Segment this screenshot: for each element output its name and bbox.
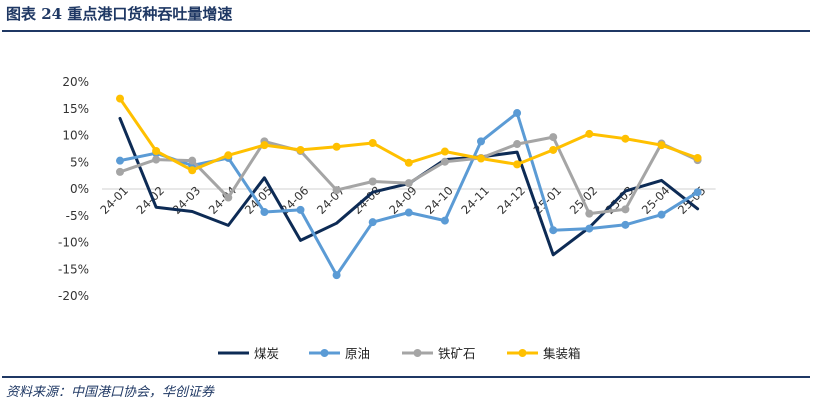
data-point [116, 167, 124, 176]
data-point [188, 166, 197, 175]
data-point [657, 141, 666, 150]
y-tick-label: 0% [70, 182, 89, 196]
x-tick-label: 24-01 [97, 183, 131, 217]
data-point [621, 134, 630, 143]
x-tick-label: 24-11 [458, 183, 492, 217]
data-point [585, 224, 594, 233]
data-point [693, 153, 702, 162]
data-point [621, 220, 630, 229]
data-point [260, 141, 269, 150]
legend-item: 煤炭 [218, 346, 279, 361]
data-point [477, 154, 485, 163]
data-point [693, 188, 702, 197]
y-tick-label: -15% [58, 262, 89, 276]
legend: 煤炭 原油 铁矿石 集装箱 [218, 346, 581, 361]
data-point [477, 137, 485, 146]
x-tick-label: 24-08 [350, 183, 384, 217]
legend-swatch-marker [320, 349, 329, 357]
data-point [188, 156, 197, 165]
data-point [152, 155, 161, 164]
y-tick-label: -20% [58, 289, 89, 303]
figure-title: 图表 24 重点港口货种吞吐量增速 [6, 5, 233, 23]
bottom-rule [2, 376, 810, 378]
data-point [585, 129, 594, 138]
data-point [404, 208, 413, 217]
data-point [368, 177, 377, 186]
data-point [585, 209, 594, 218]
data-point [440, 157, 449, 166]
legend-label: 煤炭 [254, 346, 279, 361]
data-point [549, 133, 558, 142]
data-point [440, 216, 449, 225]
data-point [116, 94, 124, 103]
data-point [332, 142, 341, 151]
y-tick-label: 20% [62, 75, 89, 89]
x-tick-label: 24-12 [495, 183, 529, 217]
data-point [513, 160, 522, 169]
data-point [224, 193, 233, 202]
x-tick-label: 24-10 [422, 183, 456, 217]
data-point [440, 147, 449, 156]
x-tick-label: 24-02 [134, 183, 168, 217]
y-tick-label: -10% [58, 236, 89, 250]
data-point [332, 271, 341, 280]
data-point [332, 186, 341, 195]
legend-label: 集装箱 [543, 346, 581, 361]
data-point [404, 158, 413, 167]
legend-swatch-marker [518, 349, 527, 357]
data-point [513, 140, 522, 149]
data-point [296, 145, 305, 154]
data-point [152, 147, 161, 156]
series-layer [116, 94, 702, 280]
data-point [404, 179, 413, 188]
y-tick-label: 5% [70, 155, 89, 169]
data-point [368, 138, 377, 147]
y-tick-label: 15% [62, 102, 89, 116]
data-point [549, 226, 558, 235]
legend-label: 铁矿石 [438, 346, 476, 361]
legend-item: 集装箱 [507, 346, 581, 361]
data-point [621, 205, 630, 214]
y-tick-label: -5% [66, 209, 89, 223]
data-point [296, 205, 305, 214]
source-note: 资料来源：中国港口协会，华创证券 [6, 385, 215, 400]
legend-swatch-marker [413, 349, 422, 357]
legend-label: 原油 [345, 346, 370, 361]
series-4 [116, 94, 702, 175]
data-point [116, 156, 124, 165]
y-tick-label: 10% [62, 129, 89, 143]
data-point [260, 208, 269, 217]
data-point [513, 109, 522, 118]
data-point [368, 218, 377, 227]
data-point [549, 145, 558, 154]
data-point [657, 210, 666, 219]
legend-item: 铁矿石 [402, 346, 476, 361]
legend-item: 原油 [309, 346, 370, 361]
line-chart: 20% 15% 10% 5% 0% -5% -10% -15% -20% 24-01 24-02 24… [58, 75, 716, 361]
data-point [224, 151, 233, 160]
x-tick-label: 25-05 [675, 183, 709, 217]
title-rule [2, 30, 810, 32]
